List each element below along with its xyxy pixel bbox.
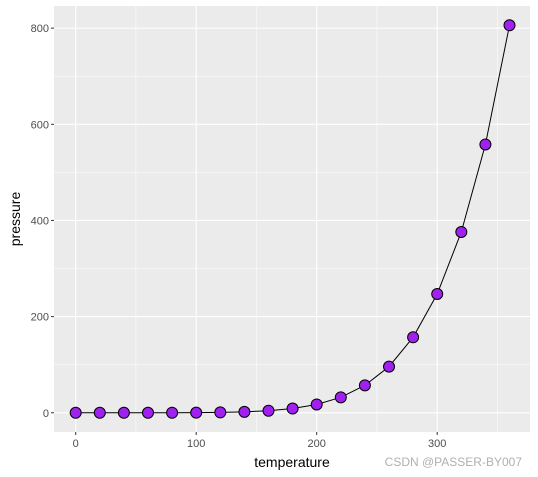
- data-point: [190, 406, 203, 419]
- x-tick-label: 0: [73, 438, 79, 450]
- data-point: [310, 398, 323, 411]
- data-point: [455, 225, 468, 238]
- x-tick-label: 300: [428, 438, 446, 450]
- data-point: [93, 406, 106, 419]
- data-point: [262, 404, 275, 417]
- y-tick-label: 0: [43, 408, 49, 420]
- y-axis-ticks: 0 200 400 600 800: [31, 23, 54, 420]
- data-point: [286, 402, 299, 415]
- data-points: [69, 19, 516, 419]
- data-point: [117, 406, 130, 419]
- minor-gridlines: [54, 6, 530, 432]
- x-axis-ticks: 0 100 200 300: [73, 432, 446, 450]
- data-point: [166, 406, 179, 419]
- y-tick-label: 200: [31, 312, 49, 324]
- data-point: [334, 391, 347, 404]
- x-axis-title: temperature: [254, 454, 330, 470]
- y-tick-label: 800: [31, 23, 49, 35]
- data-point: [358, 379, 371, 392]
- data-point: [407, 331, 420, 344]
- watermark-text: CSDN @PASSER-BY007: [385, 455, 523, 469]
- data-point: [238, 405, 251, 418]
- data-point: [141, 406, 154, 419]
- x-tick-label: 200: [308, 438, 326, 450]
- x-tick-label: 100: [187, 438, 205, 450]
- data-point: [383, 360, 396, 373]
- y-axis-title: pressure: [7, 192, 23, 247]
- y-tick-label: 600: [31, 119, 49, 131]
- y-tick-label: 400: [31, 215, 49, 227]
- data-point: [503, 19, 516, 32]
- data-point: [479, 138, 492, 151]
- data-point: [214, 406, 227, 419]
- data-point: [431, 288, 444, 301]
- data-point: [69, 406, 82, 419]
- plot-panel: [54, 6, 530, 432]
